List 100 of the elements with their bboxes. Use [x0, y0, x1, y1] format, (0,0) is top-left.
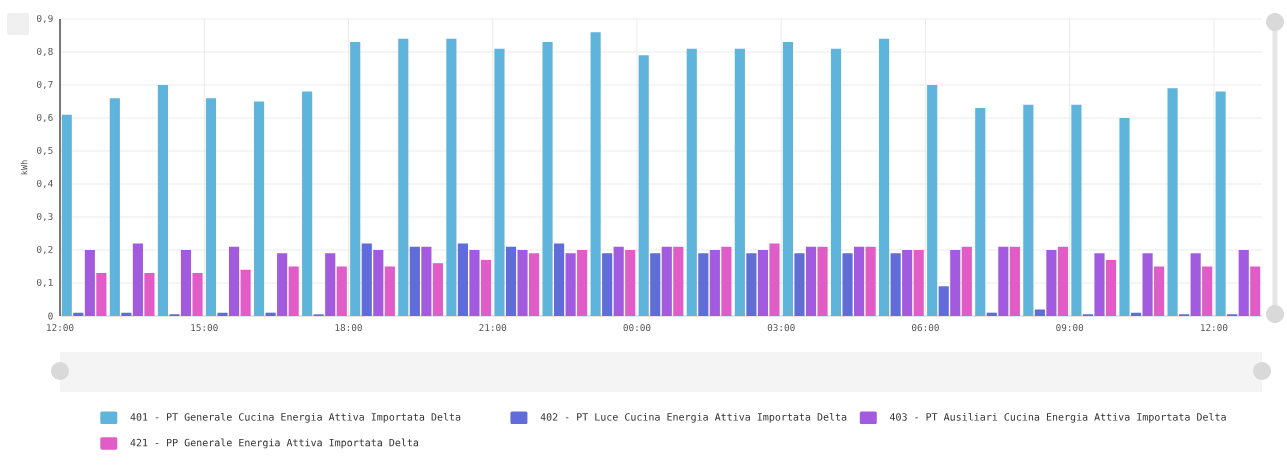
bar: [577, 249, 588, 316]
bar: [1130, 312, 1142, 316]
bar: [613, 246, 624, 316]
y-tick-label: 0: [48, 312, 53, 320]
bar: [350, 42, 361, 316]
bar: [336, 266, 347, 316]
bar: [746, 253, 757, 316]
bar: [805, 246, 817, 316]
bar: [721, 246, 732, 316]
bar: [854, 246, 865, 316]
bar: [217, 312, 228, 316]
x-tick-label: 21:00: [479, 324, 507, 332]
bar: [253, 101, 265, 316]
bar: [975, 108, 986, 316]
y-tick-label: 0,2: [37, 245, 53, 255]
bar: [794, 253, 805, 316]
legend-label: 401 - PT Generale Cucina Energia Attiva Importata Delta: [130, 412, 461, 423]
bar: [421, 246, 432, 316]
bar: [865, 246, 876, 316]
x-tick-label: 03:00: [767, 324, 795, 332]
bar: [817, 246, 828, 316]
bar: [890, 253, 901, 316]
bar: [1071, 104, 1082, 316]
bar: [494, 48, 505, 316]
bar: [398, 38, 409, 316]
legend-label: 402 - PT Luce Cucina Energia Attiva Importata Delta: [540, 412, 847, 423]
bar: [1034, 309, 1045, 316]
bar: [1023, 104, 1034, 316]
y-tick-label: 0,6: [37, 113, 53, 123]
y-axis-title: kWh: [20, 160, 28, 175]
x-tick-label: 18:00: [335, 324, 362, 332]
bar: [1046, 249, 1057, 316]
bar: [469, 249, 480, 316]
bar: [661, 246, 672, 316]
bar: [902, 249, 913, 316]
y-tick-label: 0,9: [37, 14, 53, 24]
bar: [565, 253, 576, 316]
bar: [373, 249, 384, 316]
bar: [302, 91, 313, 316]
x-tick-label: 09:00: [1056, 324, 1084, 332]
bar: [517, 249, 528, 316]
bar: [625, 249, 636, 316]
x-tick-label: 15:00: [191, 324, 218, 332]
bar: [998, 246, 1009, 316]
y-tick-label: 0,8: [37, 47, 53, 57]
bar: [1057, 246, 1069, 316]
bar: [734, 48, 745, 316]
y-tick-label: 0,4: [37, 179, 53, 189]
bar: [529, 253, 540, 316]
bar: [1167, 88, 1178, 316]
x-tick-label: 12:00: [1201, 324, 1228, 332]
bar: [109, 98, 120, 316]
bar: [1119, 117, 1130, 316]
bar: [265, 312, 276, 316]
bar: [1238, 249, 1249, 316]
bar: [1142, 253, 1153, 316]
bar: [650, 253, 661, 316]
bar: [709, 249, 720, 316]
bar: [325, 253, 336, 316]
bar: [1190, 253, 1201, 316]
y-tick-label: 0,5: [37, 146, 53, 156]
bar: [121, 312, 132, 316]
bar: [361, 243, 372, 316]
x-tick-label: 00:00: [623, 324, 651, 332]
bar: [542, 42, 553, 316]
bar: [1094, 253, 1105, 316]
bar: [132, 243, 143, 316]
bar: [277, 253, 288, 316]
bar: [61, 114, 72, 316]
bar: [144, 273, 155, 316]
bar: [961, 246, 972, 316]
bar: [205, 98, 217, 316]
bar: [1202, 266, 1213, 316]
bar: [842, 253, 853, 316]
bar: [180, 249, 192, 316]
bar: [986, 312, 997, 316]
bar: [505, 246, 517, 316]
bar: [73, 312, 84, 316]
bar: [409, 246, 420, 316]
bar: [84, 249, 95, 316]
bar: [698, 253, 709, 316]
bar: [830, 48, 842, 316]
legend-label: 421 - PP Generale Energia Attiva Importata Delta: [130, 438, 419, 449]
bar: [480, 259, 492, 316]
bar: [913, 249, 924, 316]
bar: [686, 48, 697, 316]
x-tick-label: 12:00: [47, 324, 74, 332]
bar: [288, 266, 299, 316]
bar: [192, 273, 203, 316]
bar: [638, 55, 649, 316]
bar: [1250, 266, 1261, 316]
bar: [384, 266, 395, 316]
bar: [602, 253, 613, 316]
bar: [757, 249, 769, 316]
bar: [432, 263, 443, 316]
bar: [554, 243, 565, 316]
bar: [938, 286, 949, 316]
bar: [879, 38, 890, 316]
bar: [228, 246, 240, 316]
bar: [769, 243, 780, 316]
